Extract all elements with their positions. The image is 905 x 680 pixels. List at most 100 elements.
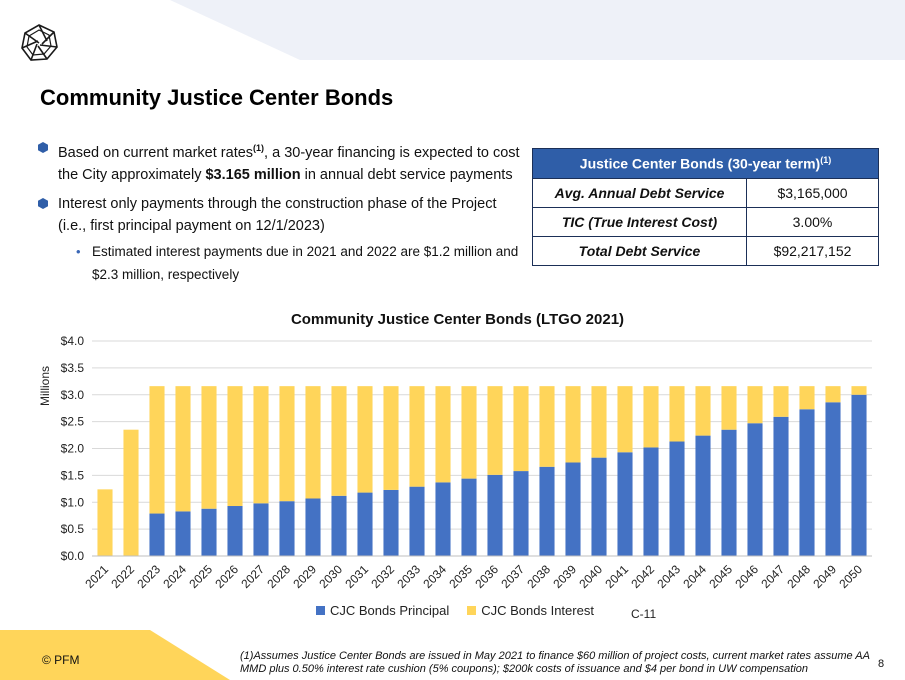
bar-interest: [851, 386, 867, 395]
bar-principal: [357, 492, 373, 556]
chart-title: Community Justice Center Bonds (LTGO 202…: [290, 311, 625, 328]
bar-interest: [721, 386, 737, 430]
x-tick-label: 2024: [160, 562, 189, 591]
legend-swatch: [467, 606, 477, 615]
bar-principal: [669, 441, 685, 556]
x-tick-label: 2036: [472, 562, 501, 591]
y-tick-label: $1.0: [61, 495, 85, 509]
x-tick-label: 2022: [108, 562, 137, 591]
bar-principal: [331, 495, 347, 556]
x-tick-label: 2039: [550, 562, 579, 591]
bar-interest: [409, 386, 425, 487]
y-tick-label: $3.5: [61, 361, 85, 375]
page-title: Community Justice Center Bonds: [40, 85, 394, 110]
hexagon-bullet-icon: [38, 142, 48, 153]
x-tick-label: 2035: [446, 562, 475, 591]
x-tick-label: 2049: [810, 562, 839, 591]
bar-principal: [201, 508, 217, 556]
bar-principal: [175, 511, 191, 556]
y-tick-label: $4.0: [61, 334, 85, 348]
x-tick-label: 2032: [368, 562, 397, 591]
x-tick-label: 2046: [732, 562, 761, 591]
x-tick-label: 2033: [394, 562, 423, 591]
bar-interest: [149, 386, 165, 514]
y-axis-label: Millions: [38, 366, 52, 406]
bar-principal: [721, 429, 737, 556]
bar-principal: [227, 506, 243, 556]
bullet-item: Interest only payments through the const…: [36, 193, 526, 237]
bar-interest: [97, 489, 113, 556]
bullet-text: , a 30-year financing is expected to cos…: [58, 144, 520, 183]
x-tick-label: 2042: [628, 562, 657, 591]
bullet-text: Interest only payments through the const…: [58, 195, 497, 234]
debt-service-chart: $0.0 $0.5 $1.0 $1.5 $2.0 $2.5 $3.0 $3.5 $4.0 Mill…: [38, 334, 872, 591]
pfm-logo-icon: [18, 22, 60, 64]
footnote-ref: (1): [820, 155, 832, 166]
x-tick-label: 2029: [290, 562, 319, 591]
table-cell-value: $92,217,152: [746, 236, 879, 266]
debt-summary-table: Justice Center Bonds (30-year term)(1) A…: [532, 148, 879, 266]
bar-interest: [565, 386, 581, 463]
hexagon-bullet-icon: [38, 197, 48, 209]
y-tick-label: $2.5: [61, 415, 85, 429]
bullet-item: Based on current market rates(1), a 30-y…: [36, 137, 526, 186]
table-header-text: Justice Center Bonds (30-year term): [579, 155, 821, 172]
legend-swatch: [316, 606, 325, 615]
bar-interest: [591, 386, 607, 458]
bar-interest: [487, 386, 503, 475]
bar-interest: [825, 386, 841, 403]
table-cell-label: Total Debt Service: [532, 236, 747, 266]
bar-interest: [123, 429, 139, 556]
footnote: (1)Assumes Justice Center Bonds are issu…: [240, 650, 870, 675]
bullet-list: Based on current market rates(1), a 30-y…: [36, 137, 526, 293]
legend-item-interest: CJC Bonds Interest: [467, 603, 594, 618]
bar-principal: [643, 447, 659, 556]
bar-interest: [513, 386, 529, 472]
x-tick-label: 2047: [758, 562, 787, 591]
x-tick-label: 2025: [186, 562, 215, 591]
x-tick-label: 2026: [212, 562, 241, 591]
chart-legend: CJC Bonds Principal CJC Bonds Interest: [316, 603, 594, 618]
legend-label: CJC Bonds Principal: [330, 603, 450, 618]
bar-interest: [201, 386, 217, 509]
page-code: C-11: [631, 607, 657, 621]
y-tick-label: $2.0: [61, 442, 85, 456]
table-cell-label: Avg. Annual Debt Service: [532, 178, 747, 208]
footnote-ref: (1): [253, 143, 265, 153]
table-row: Avg. Annual Debt Service $3,165,000: [532, 178, 879, 208]
x-tick-label: 2045: [706, 562, 735, 591]
table-cell-label: TIC (True Interest Cost): [532, 207, 747, 237]
x-tick-label: 2043: [654, 562, 683, 591]
bullet-text: Based on current market rates: [58, 144, 254, 161]
bar-principal: [513, 471, 529, 556]
bar-principal: [409, 486, 425, 556]
bullet-text: in annual debt service payments: [300, 166, 513, 183]
bar-principal: [825, 402, 841, 556]
bar-interest: [617, 386, 633, 453]
bar-principal: [747, 423, 763, 556]
bar-interest: [773, 386, 789, 417]
table-row: TIC (True Interest Cost) 3.00%: [532, 207, 879, 237]
header-band: [0, 0, 905, 60]
y-tick-label: $0.0: [61, 549, 85, 563]
x-tick-label: 2028: [264, 562, 293, 591]
bar-principal: [279, 501, 295, 556]
bar-interest: [383, 386, 399, 490]
x-tick-label: 2044: [680, 562, 709, 591]
sub-bullet-item: • Estimated interest payments due in 202…: [36, 240, 526, 286]
bar-interest: [331, 386, 347, 496]
bar-principal: [305, 498, 321, 556]
bar-principal: [435, 482, 451, 556]
bullet-emphasis: $3.165 million: [205, 166, 301, 183]
bar-principal: [773, 416, 789, 556]
bar-principal: [149, 513, 165, 556]
bar-interest: [539, 386, 555, 467]
bar-principal: [461, 478, 477, 556]
x-tick-label: 2034: [420, 562, 449, 591]
bar-interest: [227, 386, 243, 507]
x-tick-label: 2041: [602, 562, 631, 591]
x-tick-label: 2040: [576, 562, 605, 591]
x-tick-label: 2038: [524, 562, 553, 591]
x-tick-label: 2027: [238, 562, 267, 591]
bar-interest: [175, 386, 191, 512]
